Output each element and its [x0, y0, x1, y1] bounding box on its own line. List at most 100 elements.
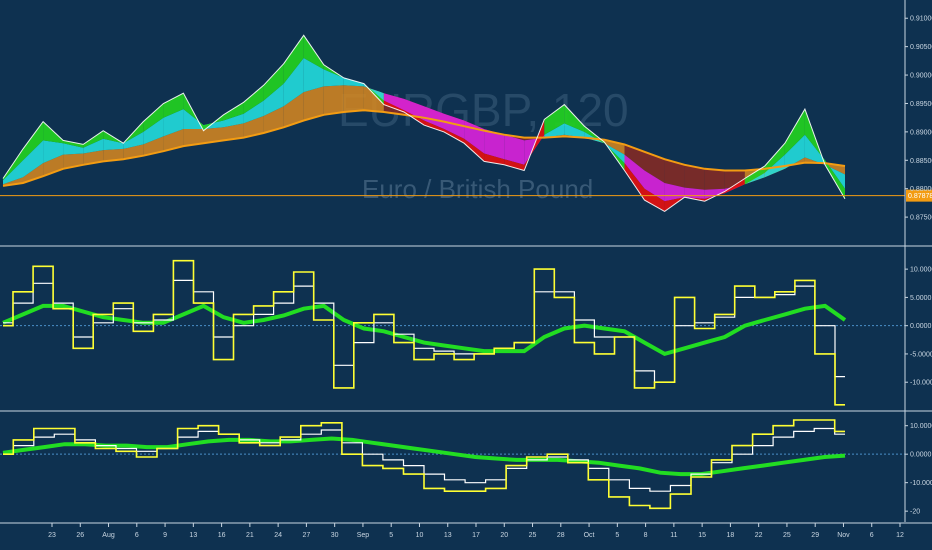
last-price-tag [906, 189, 932, 202]
last-price-tag-label: 0.87878 [908, 193, 932, 200]
fast-ribbon-segment [504, 159, 525, 171]
x-tick-label: 18 [727, 532, 735, 539]
slow-ribbon-segment [664, 159, 685, 188]
fast-ribbon-segment [744, 166, 765, 185]
y-tick-label: 0.87500 [910, 215, 932, 222]
x-tick-label: 21 [246, 532, 254, 539]
mid-ribbon-segment [624, 154, 645, 189]
fast-ribbon-segment [43, 121, 64, 144]
fast-ribbon-segment [63, 140, 84, 148]
y-tick-label: 5.0000 [910, 295, 932, 302]
y-tick-label: -10.0000 [910, 480, 932, 487]
slow-ribbon-segment [243, 116, 264, 138]
mid-ribbon-segment [664, 183, 685, 202]
slow-ribbon-segment [123, 144, 144, 160]
fast-ribbon-segment [564, 104, 585, 132]
y-tick-label: 10.0000 [910, 267, 932, 274]
x-tick-label: 22 [755, 532, 763, 539]
x-tick-label: 5 [615, 532, 619, 539]
x-tick-label: Nov [837, 532, 850, 539]
x-tick-label: 11 [670, 532, 677, 539]
mid-ribbon-segment [243, 100, 264, 124]
y-tick-label: 0.0000 [910, 323, 932, 330]
mid-ribbon-segment [63, 143, 84, 155]
fast-ribbon-segment [784, 109, 805, 155]
fast-ribbon-segment [644, 188, 665, 212]
y-tick-label: 0.0000 [910, 452, 932, 459]
mid-ribbon-segment [103, 138, 124, 151]
mid-ribbon-segment [3, 160, 23, 185]
mid-ribbon-segment [804, 134, 825, 165]
mid-ribbon-segment [343, 77, 364, 87]
y-tick-label: -20 [910, 509, 920, 516]
x-tick-label: 23 [48, 532, 56, 539]
x-tick-label: 15 [698, 532, 706, 539]
y-tick-label: -5.0000 [910, 351, 932, 358]
mid-ribbon-segment [584, 131, 605, 144]
slow-ribbon-segment [704, 168, 725, 190]
x-tick-label: 6 [870, 532, 874, 539]
x-tick-label: 28 [557, 532, 565, 539]
x-tick-label: 8 [644, 532, 648, 539]
x-tick-label: 30 [331, 532, 339, 539]
mid-ribbon-segment [404, 98, 424, 121]
mid-ribbon-segment [444, 113, 465, 139]
slow-ribbon-segment [343, 85, 364, 112]
fast-oscillator-line [3, 419, 845, 510]
mid-ribbon-segment [303, 58, 324, 93]
slow-ribbon-segment [544, 134, 565, 138]
x-tick-label: 9 [163, 532, 167, 539]
mid-oscillator-line [3, 427, 845, 492]
fast-ribbon-segment [544, 104, 565, 135]
fast-ribbon-segment [163, 93, 184, 118]
mid-ribbon-segment [283, 58, 304, 107]
slow-ribbon-segment [303, 86, 324, 121]
fast-ribbon-segment [464, 138, 485, 162]
x-tick-label: Oct [584, 532, 595, 539]
price-pane[interactable]: 0.87878 [0, 34, 932, 212]
symbol-watermark: EURGBP, 120 Euro / British Pound [338, 84, 629, 204]
x-tick-label: 5 [389, 532, 393, 539]
x-tick-label: 16 [218, 532, 226, 539]
slow-ribbon-segment [684, 164, 705, 190]
oscillator-pane-1[interactable] [0, 259, 905, 406]
mid-ribbon-segment [424, 106, 444, 129]
slow-ribbon-segment [3, 177, 23, 186]
slow-ribbon-segment [83, 150, 104, 165]
slow-ribbon-segment [43, 154, 64, 177]
slow-ribbon-segment [504, 134, 525, 141]
fast-ribbon-segment [23, 121, 44, 161]
oscillator-pane-2[interactable] [0, 419, 905, 510]
x-tick-label: 29 [811, 532, 819, 539]
x-tick-label: 10 [416, 532, 424, 539]
slow-ribbon-segment [163, 129, 184, 152]
slow-ribbon-segment [564, 134, 585, 138]
slow-ribbon-segment [143, 136, 164, 156]
fast-ribbon-segment [303, 35, 324, 70]
fast-ribbon-segment [764, 143, 785, 173]
mid-ribbon-segment [183, 109, 204, 129]
y-tick-label: 10.0000 [910, 423, 932, 430]
fast-ribbon-segment [383, 100, 404, 112]
mid-ribbon-segment [323, 69, 344, 87]
slow-ribbon-segment [283, 92, 304, 128]
price-close-line [2, 34, 846, 212]
slow-ribbon-segment [223, 123, 244, 141]
mid-ribbon-segment [83, 138, 104, 154]
x-tick-label: 20 [500, 532, 508, 539]
x-tick-label: 12 [896, 532, 904, 539]
x-tick-label: 17 [472, 532, 480, 539]
mid-ribbon-segment [43, 140, 64, 164]
fast-oscillator-line [3, 259, 845, 406]
x-tick-label: 25 [783, 532, 791, 539]
slow-ribbon-segment [103, 148, 124, 162]
slow-oscillator-line [2, 303, 847, 357]
fast-ribbon-segment [283, 35, 304, 84]
x-tick-label: 26 [76, 532, 84, 539]
x-tick-label: 24 [274, 532, 282, 539]
mid-ribbon-segment [383, 93, 404, 111]
